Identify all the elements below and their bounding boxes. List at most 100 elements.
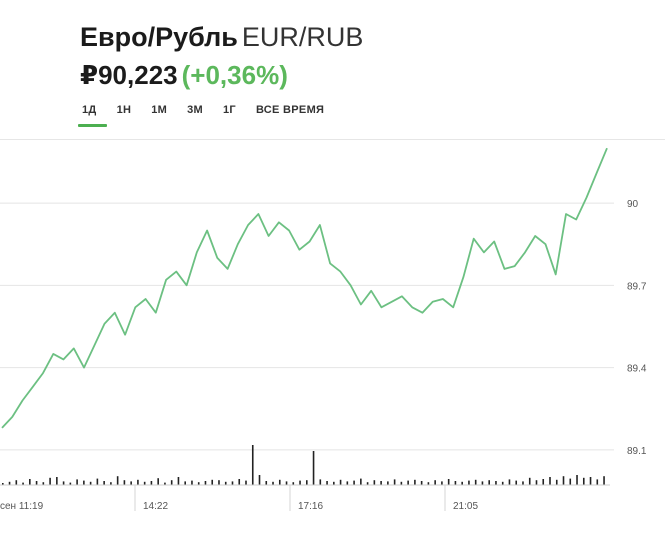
- y-axis-ticks: 90 89.7 89.4 89.1: [627, 199, 647, 457]
- price-line: ₽90,223 (+0,36%): [80, 59, 363, 91]
- volume-bar: [542, 479, 545, 485]
- volume-bar: [224, 481, 227, 485]
- price-chart[interactable]: 90 89.7 89.4 89.1 сен 11:19 14:22 17:16 21:05: [0, 140, 665, 520]
- volume-bar: [447, 479, 450, 485]
- y-tick-label: 90: [627, 199, 639, 210]
- volume-bar: [562, 476, 565, 485]
- volume-bar: [110, 482, 112, 485]
- volume-bar: [576, 475, 578, 485]
- volume-bar: [272, 481, 274, 485]
- volume-bar: [501, 481, 504, 485]
- volume-bar: [89, 481, 92, 485]
- volume-bar: [123, 480, 126, 485]
- instrument-title: Евро/Рубль EUR/RUB: [80, 20, 363, 54]
- volume-bar: [157, 478, 159, 485]
- instrument-ticker: EUR/RUB: [241, 22, 364, 52]
- current-price: ₽90,223: [80, 60, 178, 90]
- y-tick-label: 89.4: [627, 364, 647, 375]
- volume-bar: [393, 479, 396, 485]
- volume-bar: [191, 480, 193, 485]
- y-tick-label: 89.1: [627, 446, 647, 457]
- volume-bar: [177, 477, 180, 485]
- volume-bar: [29, 479, 31, 485]
- volume-bar: [211, 479, 214, 485]
- volume-bar: [549, 477, 551, 485]
- volume-bar: [258, 475, 261, 485]
- volume-bar: [582, 477, 585, 485]
- price-change: (+0,36%): [181, 60, 288, 90]
- volume-bar: [508, 479, 511, 485]
- period-tabs: 1Д 1Н 1М 3М 1Г ВСЕ ВРЕМЯ: [78, 104, 334, 127]
- tab-1y[interactable]: 1Г: [223, 104, 236, 116]
- volume-bar: [373, 480, 376, 485]
- volume-bar: [164, 482, 166, 485]
- volume-bar: [143, 481, 146, 485]
- volume-bar: [292, 482, 295, 485]
- volume-bar: [22, 482, 24, 485]
- volume-bar: [555, 479, 558, 485]
- volume-bar: [56, 477, 58, 485]
- volume-bar: [420, 481, 423, 485]
- volume-bar: [319, 479, 322, 485]
- volume-bar: [245, 480, 247, 485]
- volume-bar: [360, 478, 362, 485]
- volume-bar: [400, 481, 403, 485]
- tab-1w[interactable]: 1Н: [116, 104, 132, 116]
- tab-1m[interactable]: 1М: [151, 104, 168, 116]
- volume-bar: [528, 477, 531, 485]
- volume-bar: [197, 482, 200, 485]
- volume-bar: [42, 482, 45, 485]
- instrument-name: Евро/Рубль: [80, 22, 238, 52]
- volume-bar: [218, 480, 220, 485]
- x-tick-label: 14:22: [143, 501, 168, 512]
- volume-bar: [150, 481, 153, 485]
- tab-all-time[interactable]: ВСЕ ВРЕМЯ: [255, 104, 325, 116]
- volume-bar: [414, 479, 416, 485]
- volume-bar: [488, 480, 490, 485]
- tabs-divider: [0, 139, 665, 140]
- volume-bar: [83, 480, 85, 485]
- volume-bar: [265, 481, 268, 485]
- volume-bar: [353, 480, 355, 485]
- volume-bar: [8, 481, 11, 485]
- volume-bar: [103, 481, 105, 485]
- volume-bar: [306, 480, 308, 485]
- volume-bar: [238, 479, 241, 485]
- x-tick-label: 17:16: [298, 501, 323, 512]
- volume-bar: [137, 479, 139, 485]
- volume-bar: [184, 481, 186, 485]
- volume-bar: [2, 483, 4, 485]
- quote-header: Евро/Рубль EUR/RUB ₽90,223 (+0,36%): [80, 20, 363, 91]
- volume-bar: [495, 481, 497, 485]
- volume-bar: [326, 481, 328, 485]
- volume-bar: [49, 477, 51, 485]
- volume-bar: [427, 482, 430, 485]
- y-tick-label: 89.7: [627, 281, 647, 292]
- tab-3m[interactable]: 3М: [187, 104, 204, 116]
- volume-bar: [535, 480, 538, 485]
- price-line: [1, 147, 608, 429]
- volume-bar: [596, 479, 599, 485]
- volume-bar: [130, 481, 132, 485]
- volume-bar: [278, 479, 281, 485]
- volume-bar: [170, 480, 173, 485]
- tab-1d[interactable]: 1Д: [78, 104, 107, 127]
- volume-bar: [589, 477, 592, 485]
- volume-bar: [468, 480, 470, 485]
- volume-bar: [603, 476, 605, 485]
- volume-bar: [380, 481, 382, 485]
- volume-bar: [333, 481, 335, 485]
- x-tick-label: сен 11:19: [0, 501, 44, 512]
- volume-bar: [231, 481, 234, 485]
- volume-bar: [461, 481, 463, 485]
- x-tick-label: 21:05: [453, 501, 478, 512]
- volume-bar: [76, 479, 78, 485]
- volume-bar: [515, 480, 518, 485]
- volume-bar: [299, 480, 301, 485]
- volume-bar: [366, 482, 369, 485]
- volume-bar: [204, 481, 207, 485]
- x-axis-ticks: сен 11:19 14:22 17:16 21:05: [0, 485, 478, 512]
- volume-bar: [15, 480, 18, 485]
- volume-bar: [312, 451, 315, 485]
- volume-bar: [474, 479, 477, 485]
